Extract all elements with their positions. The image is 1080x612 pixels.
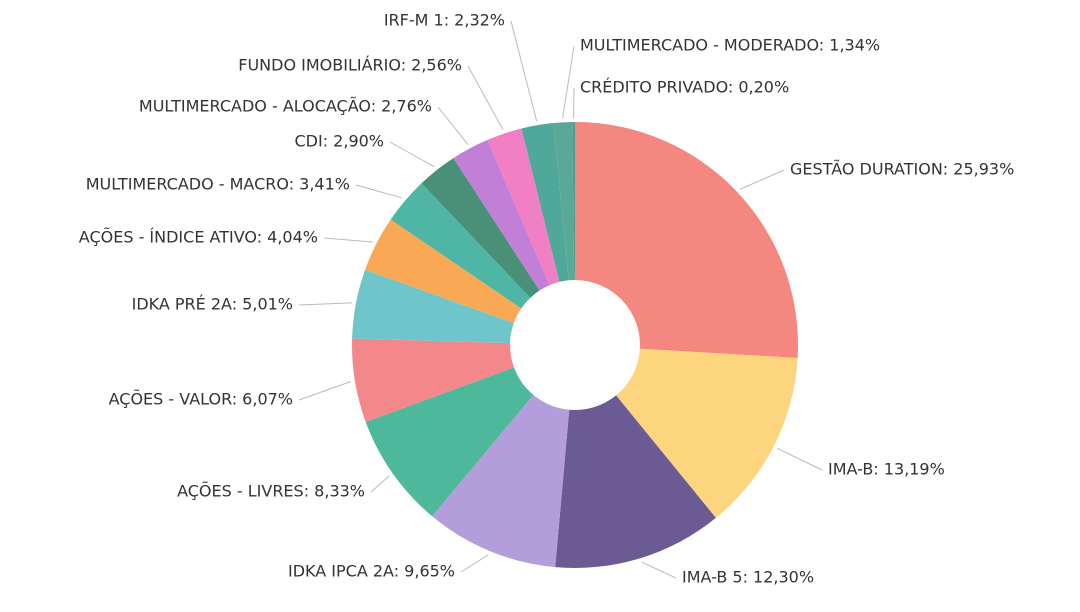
slice (390, 183, 531, 309)
leader-line (776, 447, 823, 471)
data-label: CRÉDITO PRIVADO: 0,20% (580, 78, 789, 97)
data-label: IRF-M 1: 2,32% (384, 11, 505, 30)
slice (521, 123, 569, 282)
slice (453, 139, 550, 291)
leader-line (467, 65, 504, 130)
slice (555, 395, 716, 568)
leader-line (641, 561, 677, 579)
leader-line (370, 475, 390, 493)
leader-line (298, 381, 352, 401)
leader-line (562, 45, 575, 119)
data-label: IMA-B 5: 12,30% (682, 568, 814, 587)
leader-line (355, 184, 403, 199)
slice (487, 128, 560, 286)
data-label: GESTÃO DURATION: 25,93% (790, 160, 1014, 179)
slice (365, 219, 522, 324)
data-label: AÇÕES - ÍNDICE ATIVO: 4,04% (79, 228, 318, 247)
slice (575, 122, 798, 358)
data-label: IDKA PRÉ 2A: 5,01% (132, 295, 293, 314)
data-label: CDI: 2,90% (294, 132, 384, 151)
slice (616, 348, 798, 518)
slice (421, 158, 540, 298)
slice (365, 367, 534, 517)
slice (553, 122, 575, 281)
data-label: MULTIMERCADO - MACRO: 3,41% (86, 175, 350, 194)
slice (572, 122, 575, 281)
leader-line (389, 141, 435, 168)
slice (352, 269, 514, 344)
leader-line (739, 169, 785, 190)
data-label: IDKA IPCA 2A: 9,65% (288, 562, 455, 581)
leader-line (437, 106, 469, 146)
slice (432, 394, 570, 568)
data-label: MULTIMERCADO - ALOCAÇÃO: 2,76% (139, 97, 432, 116)
data-label: AÇÕES - VALOR: 6,07% (109, 390, 293, 409)
leader-line (298, 302, 352, 306)
data-label: FUNDO IMOBILIÁRIO: 2,56% (238, 56, 462, 75)
leader-line (460, 554, 489, 573)
leader-line (323, 237, 373, 243)
data-label: MULTIMERCADO - MODERADO: 1,34% (580, 36, 880, 55)
data-label: IMA-B: 13,19% (828, 460, 945, 479)
slice (352, 338, 514, 422)
leader-line (510, 20, 538, 122)
data-label: AÇÕES - LIVRES: 8,33% (177, 482, 365, 501)
